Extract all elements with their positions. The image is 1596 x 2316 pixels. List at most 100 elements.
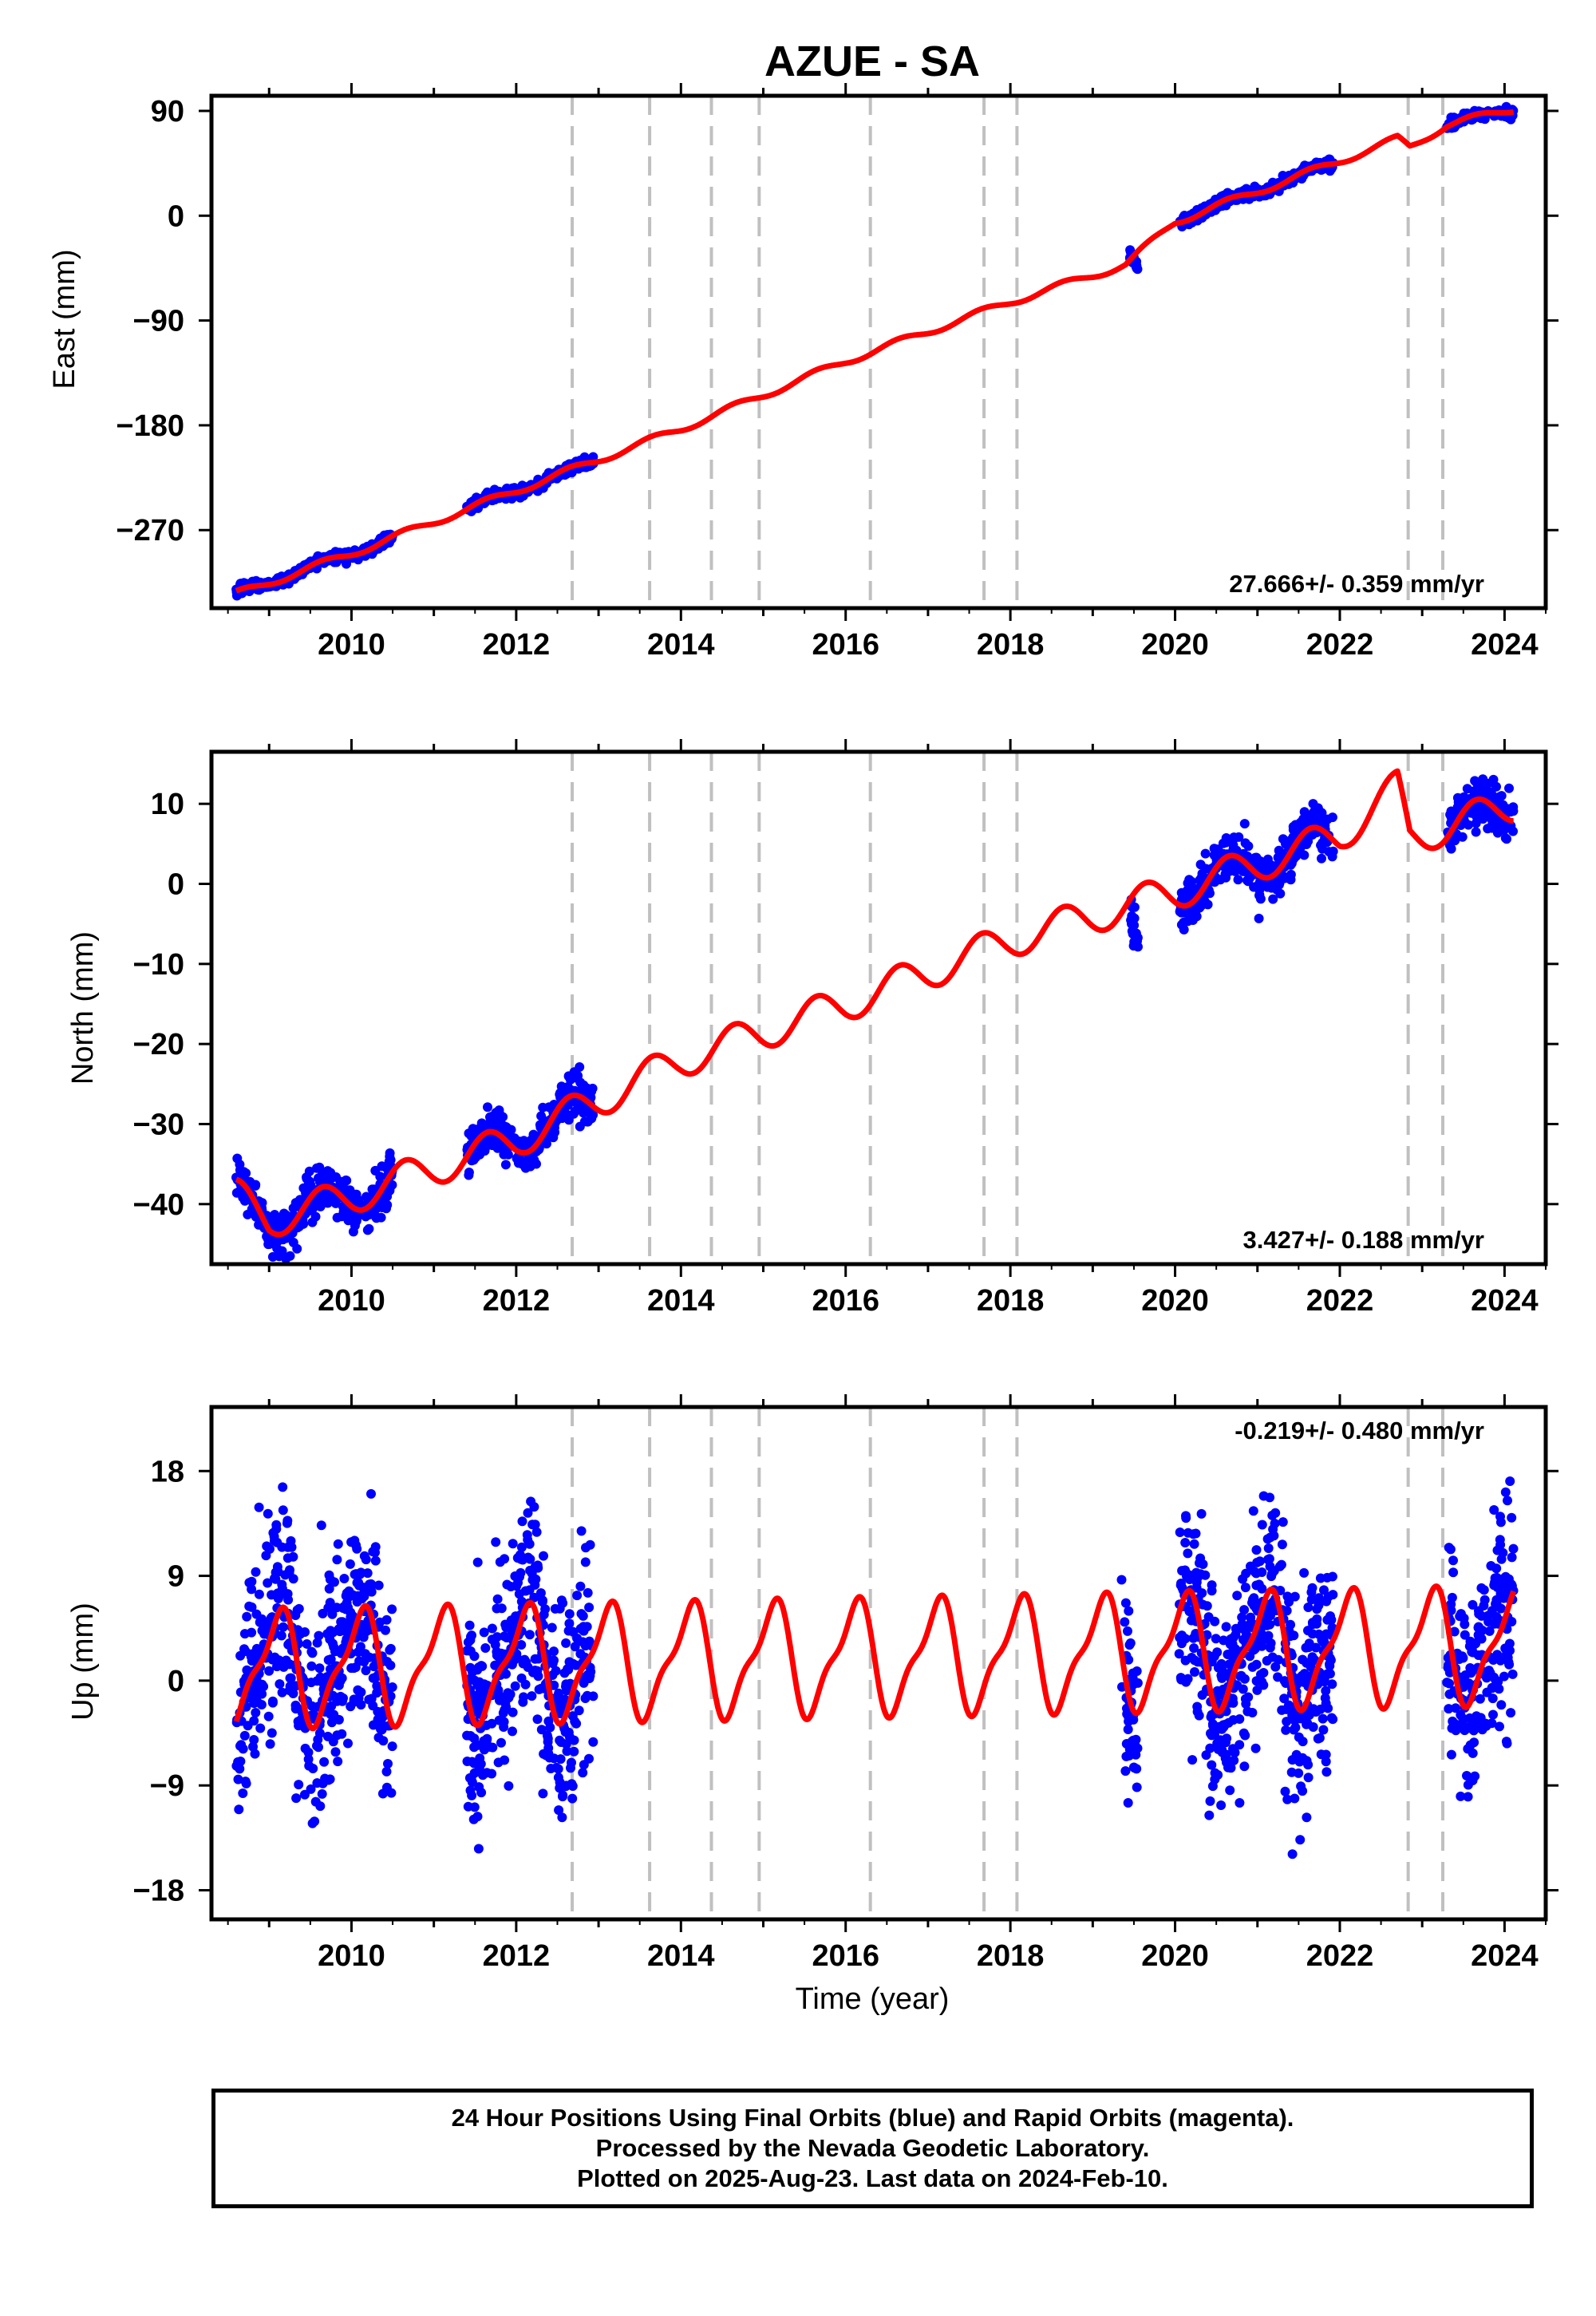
data-point bbox=[1446, 806, 1456, 816]
data-point bbox=[581, 1543, 591, 1553]
data-point bbox=[1255, 894, 1266, 904]
model-fit-line bbox=[234, 109, 1516, 594]
data-point bbox=[1475, 1694, 1485, 1704]
data-point bbox=[1132, 1782, 1142, 1792]
data-point bbox=[382, 1657, 392, 1666]
data-point bbox=[335, 1176, 346, 1187]
data-point bbox=[324, 1583, 334, 1594]
data-point bbox=[1230, 1748, 1240, 1757]
data-point bbox=[1257, 1635, 1267, 1646]
data-point bbox=[1300, 1713, 1310, 1723]
data-point bbox=[1299, 807, 1310, 817]
data-point bbox=[1239, 1761, 1250, 1772]
data-point bbox=[573, 1071, 583, 1081]
rate-label: -0.219+/- 0.480 mm/yr bbox=[1235, 1417, 1484, 1445]
data-point bbox=[1317, 853, 1326, 864]
data-point bbox=[580, 1694, 591, 1703]
data-point bbox=[479, 1627, 489, 1638]
data-point bbox=[1239, 1605, 1250, 1615]
data-point bbox=[1495, 1535, 1505, 1545]
data-point bbox=[387, 1604, 397, 1614]
data-point bbox=[1307, 1583, 1317, 1593]
data-point bbox=[1463, 1744, 1473, 1754]
data-point bbox=[387, 1741, 397, 1752]
data-point bbox=[300, 1627, 310, 1637]
data-point bbox=[1496, 820, 1507, 830]
panel-frame bbox=[209, 1405, 1548, 1922]
data-point bbox=[516, 1567, 526, 1578]
x-tick-label: 2020 bbox=[1141, 628, 1209, 662]
data-point bbox=[549, 1655, 559, 1666]
data-point bbox=[314, 1663, 325, 1674]
data-point bbox=[1502, 1738, 1512, 1749]
data-point bbox=[1503, 1496, 1512, 1506]
data-point bbox=[1280, 1786, 1290, 1796]
data-point bbox=[1471, 827, 1481, 837]
data-point bbox=[251, 1567, 261, 1577]
data-point bbox=[1448, 1716, 1458, 1726]
data-point bbox=[288, 1574, 298, 1584]
data-point bbox=[1452, 792, 1463, 803]
y-tick-label: 18 bbox=[151, 1455, 184, 1488]
data-point bbox=[1262, 1534, 1273, 1544]
data-point bbox=[474, 1782, 484, 1792]
data-point bbox=[1476, 802, 1486, 812]
data-point bbox=[1276, 1559, 1286, 1570]
x-tick-label: 2016 bbox=[812, 1284, 879, 1318]
data-point bbox=[235, 1757, 246, 1766]
data-point bbox=[381, 1203, 391, 1214]
data-point bbox=[1448, 1555, 1458, 1566]
data-point bbox=[1496, 1700, 1507, 1710]
data-point bbox=[1295, 1835, 1306, 1845]
data-point bbox=[1196, 1508, 1207, 1519]
data-point bbox=[1317, 1713, 1328, 1724]
data-point bbox=[1235, 1798, 1245, 1808]
data-point bbox=[1457, 1718, 1468, 1729]
data-point bbox=[1507, 1669, 1518, 1679]
data-point bbox=[583, 1117, 593, 1127]
x-tick-label: 2014 bbox=[647, 628, 715, 662]
data-point bbox=[518, 1697, 528, 1707]
data-point bbox=[265, 1543, 275, 1554]
data-point bbox=[254, 1502, 264, 1512]
x-tick-label: 2012 bbox=[483, 628, 551, 662]
data-point bbox=[579, 1760, 589, 1770]
data-point bbox=[517, 1516, 527, 1527]
data-point bbox=[1247, 1708, 1258, 1717]
data-point bbox=[1180, 1538, 1191, 1547]
data-point bbox=[1320, 1693, 1330, 1703]
data-point bbox=[1202, 1601, 1212, 1611]
data-point bbox=[312, 1163, 322, 1173]
data-point bbox=[1294, 1768, 1304, 1778]
data-point bbox=[1323, 1703, 1333, 1713]
data-point bbox=[502, 1579, 512, 1590]
data-point bbox=[317, 1788, 327, 1799]
data-point bbox=[1321, 1596, 1332, 1607]
data-point bbox=[1251, 1580, 1262, 1591]
data-point bbox=[583, 1587, 593, 1598]
data-point bbox=[267, 1251, 278, 1262]
data-point bbox=[370, 1555, 381, 1566]
data-point bbox=[538, 1102, 548, 1113]
data-point bbox=[499, 1717, 509, 1727]
data-point bbox=[522, 1530, 532, 1540]
y-axis-label: Up (mm) bbox=[66, 1603, 100, 1721]
data-point bbox=[464, 1170, 474, 1180]
data-point bbox=[1318, 1725, 1329, 1735]
data-point bbox=[1473, 1622, 1483, 1632]
data-point bbox=[247, 1656, 257, 1666]
panel-frame bbox=[209, 93, 1548, 611]
data-point bbox=[472, 1557, 483, 1567]
data-point bbox=[318, 1778, 328, 1788]
y-tick-label: 90 bbox=[151, 95, 184, 128]
data-point bbox=[1243, 841, 1254, 852]
data-point bbox=[1254, 913, 1264, 923]
data-point bbox=[551, 1666, 561, 1676]
data-point bbox=[308, 1764, 318, 1773]
x-tick-label: 2020 bbox=[1141, 1939, 1209, 1973]
data-point bbox=[1311, 1614, 1321, 1625]
data-point bbox=[1328, 846, 1338, 856]
data-point bbox=[1221, 1622, 1231, 1632]
data-point bbox=[350, 1538, 359, 1548]
data-point bbox=[1128, 941, 1139, 951]
